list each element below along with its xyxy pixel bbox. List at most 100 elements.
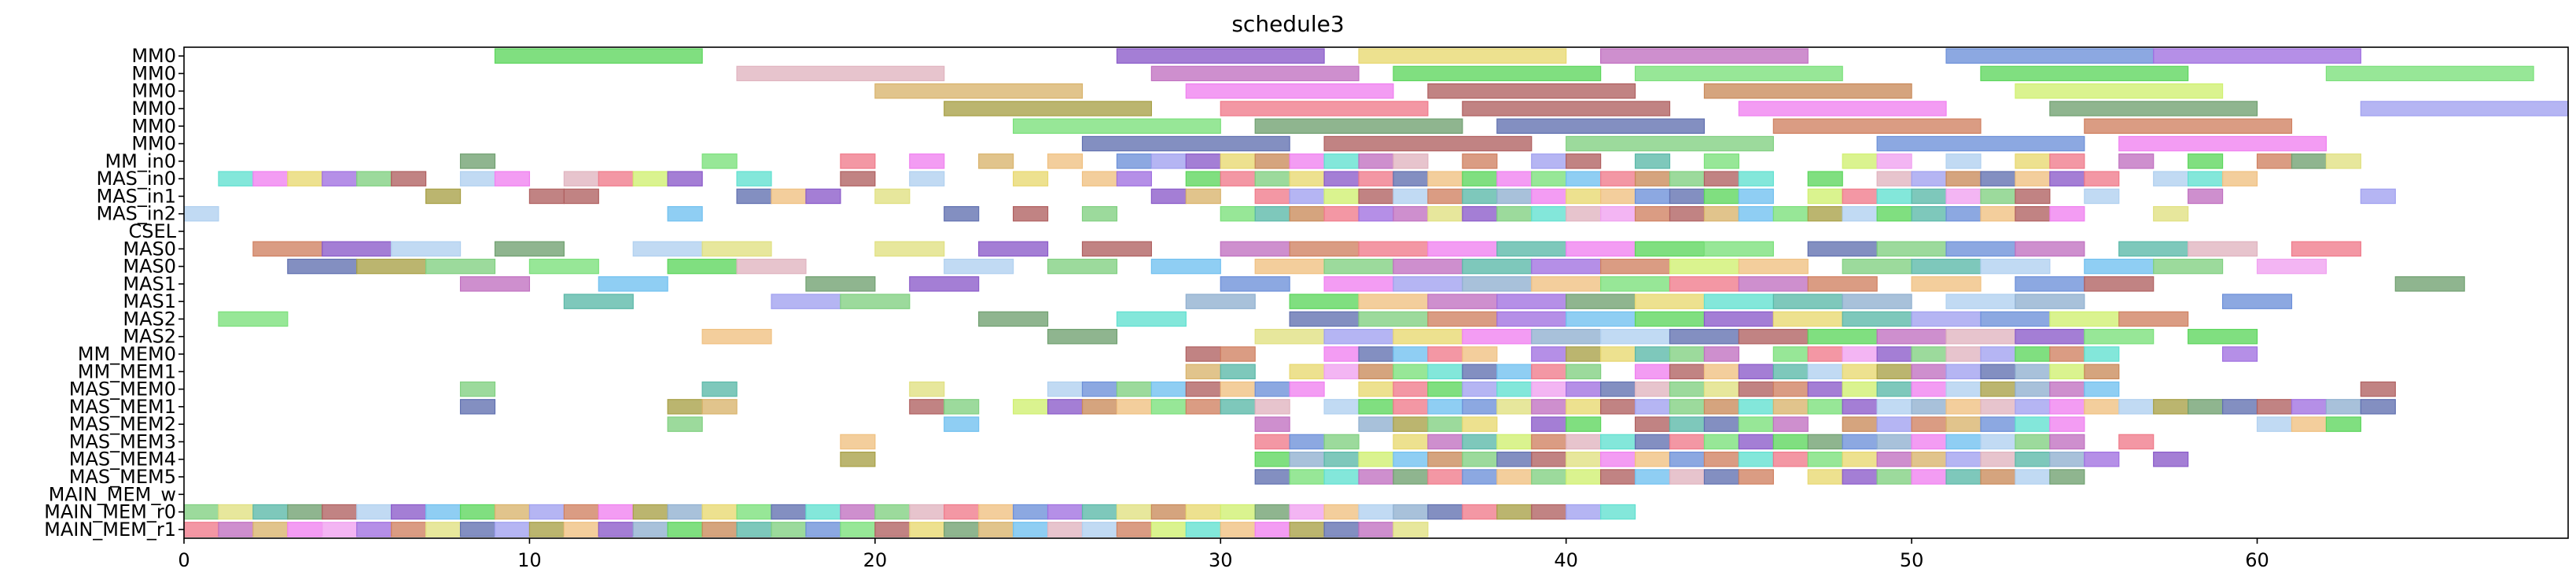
task-bar bbox=[1462, 205, 1498, 222]
task-bar bbox=[1980, 434, 2016, 450]
task-bar bbox=[528, 504, 565, 520]
row-label: MAS1 bbox=[123, 290, 176, 312]
task-bar bbox=[598, 504, 634, 520]
task-bar bbox=[632, 241, 703, 257]
task-bar bbox=[2049, 381, 2085, 397]
task-bar bbox=[736, 258, 807, 275]
task-bar bbox=[1323, 364, 1360, 380]
task-bar bbox=[1945, 188, 1982, 205]
task-bar bbox=[2188, 241, 2258, 257]
x-tick-label: 50 bbox=[1900, 549, 1924, 571]
task-bar bbox=[1876, 188, 1912, 205]
task-bar bbox=[2049, 469, 2085, 485]
task-bar bbox=[1081, 504, 1118, 520]
task-bar bbox=[2015, 416, 2051, 432]
task-bar bbox=[1634, 451, 1671, 467]
task-bar bbox=[1980, 65, 2189, 82]
task-bar bbox=[1807, 451, 1843, 467]
task-bar bbox=[1911, 416, 1947, 432]
task-bar bbox=[1323, 469, 1360, 485]
task-bar bbox=[1323, 205, 1360, 222]
task-bar bbox=[1427, 364, 1463, 380]
task-bar bbox=[356, 504, 392, 520]
task-bar bbox=[1807, 241, 1878, 257]
task-bar bbox=[1566, 504, 1602, 520]
task-bar bbox=[1254, 188, 1290, 205]
task-bar bbox=[2015, 381, 2051, 397]
task-bar bbox=[528, 258, 599, 275]
task-bar bbox=[1358, 381, 1394, 397]
task-bar bbox=[1496, 171, 1533, 186]
task-bar bbox=[2394, 276, 2465, 292]
plot-frame bbox=[183, 46, 2569, 539]
task-bar bbox=[1531, 434, 1567, 450]
task-bar bbox=[1669, 364, 1706, 380]
task-bar bbox=[1807, 399, 1843, 415]
task-bar bbox=[771, 504, 807, 520]
task-bar bbox=[1566, 205, 1602, 222]
task-bar bbox=[1945, 399, 1982, 415]
task-bar bbox=[1634, 346, 1671, 362]
task-bar bbox=[1393, 451, 1429, 467]
task-bar bbox=[1669, 258, 1739, 275]
task-bar bbox=[2188, 171, 2224, 186]
task-bar bbox=[1081, 135, 1290, 152]
task-bar bbox=[1289, 241, 1360, 257]
task-bar bbox=[2291, 241, 2361, 257]
task-bar bbox=[1531, 188, 1567, 205]
task-bar bbox=[1703, 364, 1739, 380]
task-bar bbox=[1566, 434, 1602, 450]
task-bar bbox=[1150, 522, 1187, 537]
task-bar bbox=[1980, 399, 2016, 415]
task-bar bbox=[771, 294, 841, 309]
task-bar bbox=[1772, 118, 1982, 135]
task-bar bbox=[1634, 241, 1706, 257]
task-bar bbox=[1220, 346, 1256, 362]
task-bar bbox=[1980, 171, 2016, 186]
task-bar bbox=[805, 276, 876, 292]
task-bar bbox=[1047, 399, 1084, 415]
task-bar bbox=[1738, 364, 1774, 380]
task-bar bbox=[1289, 205, 1325, 222]
task-bar bbox=[1945, 381, 1982, 397]
task-bar bbox=[1462, 381, 1498, 397]
task-bar bbox=[2049, 416, 2085, 432]
task-bar bbox=[2153, 171, 2189, 186]
task-bar bbox=[2084, 171, 2120, 186]
task-bar bbox=[1462, 451, 1498, 467]
task-bar bbox=[2015, 434, 2051, 450]
row-label: MAS_in2 bbox=[96, 203, 176, 225]
task-bar bbox=[1427, 469, 1463, 485]
task-bar bbox=[1289, 381, 1325, 397]
task-bar bbox=[2221, 171, 2258, 186]
task-bar bbox=[494, 171, 531, 186]
task-bar bbox=[1669, 346, 1706, 362]
task-bar bbox=[528, 188, 565, 205]
task-bar bbox=[1323, 135, 1533, 152]
task-bar bbox=[2015, 171, 2051, 186]
x-tick-label: 20 bbox=[863, 549, 888, 571]
task-bar bbox=[1634, 311, 1706, 327]
task-bar bbox=[459, 276, 531, 292]
task-bar bbox=[909, 399, 945, 415]
task-bar bbox=[1842, 205, 1878, 222]
task-bar bbox=[1842, 346, 1878, 362]
task-bar bbox=[909, 171, 945, 186]
task-bar bbox=[1185, 381, 1221, 397]
task-bar bbox=[1358, 416, 1394, 432]
task-bar bbox=[1358, 399, 1394, 415]
task-bar bbox=[2360, 188, 2396, 205]
task-bar bbox=[978, 504, 1014, 520]
task-bar bbox=[1496, 399, 1533, 415]
task-bar bbox=[1496, 434, 1533, 450]
task-bar bbox=[1496, 504, 1533, 520]
task-bar bbox=[2015, 469, 2051, 485]
task-bar bbox=[356, 171, 392, 186]
task-bar bbox=[1462, 469, 1498, 485]
task-bar bbox=[598, 522, 634, 537]
task-bar bbox=[494, 504, 531, 520]
row-label: MAS_MEM3 bbox=[69, 430, 176, 452]
task-bar bbox=[1289, 451, 1325, 467]
task-bar bbox=[1945, 364, 1982, 380]
